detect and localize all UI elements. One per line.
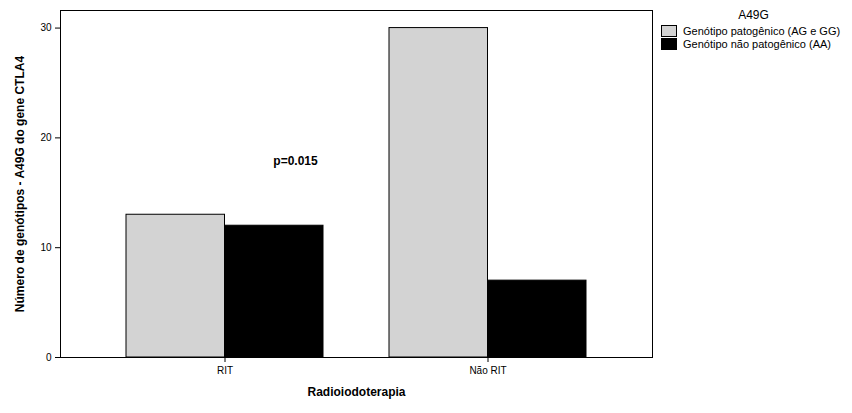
svg-text:Número de genótipos - A49G do: Número de genótipos - A49G do gene CTLA4	[13, 56, 27, 313]
svg-text:10: 10	[40, 242, 52, 253]
svg-text:20: 20	[40, 132, 52, 143]
svg-text:0: 0	[46, 352, 52, 363]
svg-text:30: 30	[40, 22, 52, 33]
svg-text:Radioiodoterapia: Radioiodoterapia	[307, 385, 405, 399]
html-text:A49G: A49G	[738, 8, 769, 22]
svg-text:RIT: RIT	[217, 365, 233, 376]
svg-text:Não RIT: Não RIT	[469, 365, 506, 376]
html-text:Genótipo não patogênico (AA): Genótipo não patogênico (AA)	[683, 38, 831, 50]
svg-text:p=0.015: p=0.015	[273, 154, 318, 168]
html-text:Genótipo patogênico (AG e GG): Genótipo patogênico (AG e GG)	[683, 25, 841, 37]
